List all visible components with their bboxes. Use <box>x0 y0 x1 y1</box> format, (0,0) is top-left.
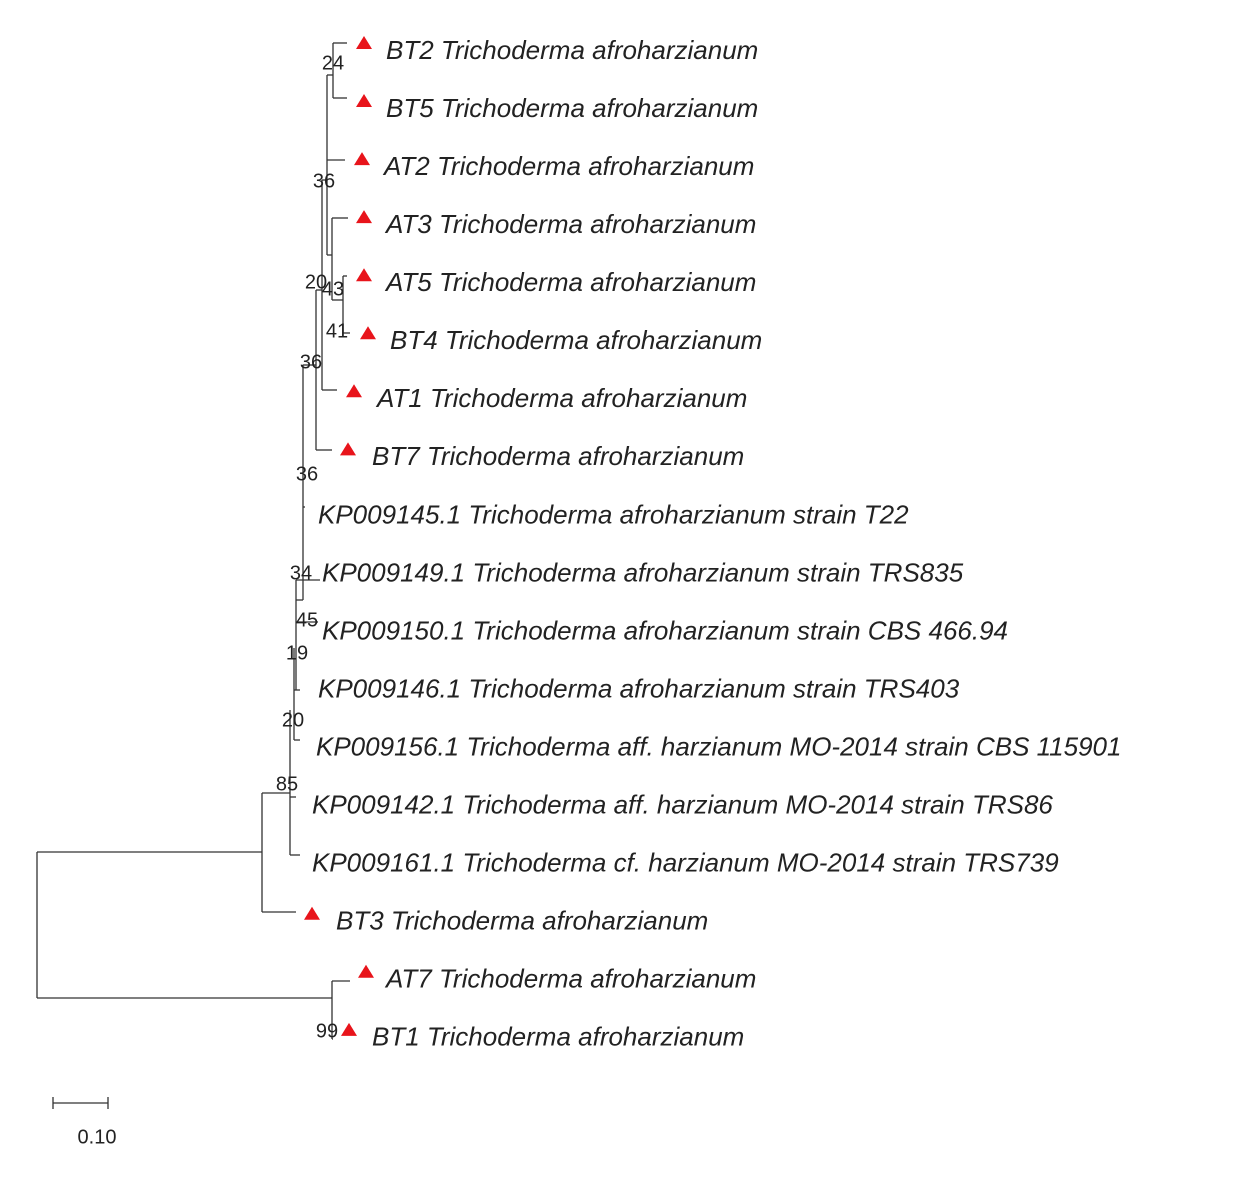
bootstrap-value: 45 <box>296 609 318 631</box>
leaf-marker <box>304 906 320 920</box>
leaf-label: BT2 Trichoderma afroharzianum <box>386 35 758 65</box>
bootstrap-value: 20 <box>282 709 304 731</box>
leaf-label: BT4 Trichoderma afroharzianum <box>390 325 762 355</box>
bootstrap-value: 36 <box>300 351 322 373</box>
leaf-label: BT1 Trichoderma afroharzianum <box>372 1022 744 1052</box>
leaf-label: AT2 Trichoderma afroharzianum <box>382 151 754 181</box>
bootstrap-value: 19 <box>286 642 308 664</box>
leaf-marker <box>360 326 376 340</box>
leaf-marker <box>346 384 362 398</box>
bootstrap-value: 34 <box>290 562 312 584</box>
leaf-marker <box>341 1022 357 1036</box>
bootstrap-value: 24 <box>322 52 344 74</box>
bootstrap-value: 41 <box>326 320 348 342</box>
leaf-label: AT5 Trichoderma afroharzianum <box>384 267 756 297</box>
leaf-marker <box>340 442 356 456</box>
leaf-label: BT7 Trichoderma afroharzianum <box>372 441 744 471</box>
scale-bar-label: 0.10 <box>78 1126 117 1148</box>
bootstrap-value: 99 <box>316 1020 338 1042</box>
leaf-marker <box>356 210 372 224</box>
leaf-label: KP009146.1 Trichoderma afroharzianum str… <box>318 673 960 703</box>
bootstrap-value: 85 <box>276 773 298 795</box>
bootstrap-value: 36 <box>296 463 318 485</box>
leaf-marker <box>354 152 370 166</box>
leaf-label: KP009161.1 Trichoderma cf. harzianum MO-… <box>312 848 1059 878</box>
leaf-label: KP009150.1 Trichoderma afroharzianum str… <box>322 615 1008 645</box>
bootstrap-value: 43 <box>322 278 344 300</box>
leaf-marker <box>356 94 372 108</box>
leaf-label: KP009142.1 Trichoderma aff. harzianum MO… <box>312 790 1053 820</box>
leaf-label: AT3 Trichoderma afroharzianum <box>384 209 756 239</box>
bootstrap-value: 20 <box>305 271 327 293</box>
leaf-marker <box>356 36 372 49</box>
leaf-label: AT7 Trichoderma afroharzianum <box>384 964 756 994</box>
bootstrap-value: 36 <box>313 170 335 192</box>
leaf-label: BT5 Trichoderma afroharzianum <box>386 93 758 123</box>
leaf-marker <box>356 268 372 282</box>
leaf-label: KP009149.1 Trichoderma afroharzianum str… <box>322 557 964 587</box>
leaf-label: KP009156.1 Trichoderma aff. harzianum MO… <box>316 731 1121 761</box>
leaf-label: BT3 Trichoderma afroharzianum <box>336 906 708 936</box>
leaf-label: KP009145.1 Trichoderma afroharzianum str… <box>318 499 909 529</box>
leaf-label: AT1 Trichoderma afroharzianum <box>375 383 747 413</box>
leaf-marker <box>358 964 374 978</box>
